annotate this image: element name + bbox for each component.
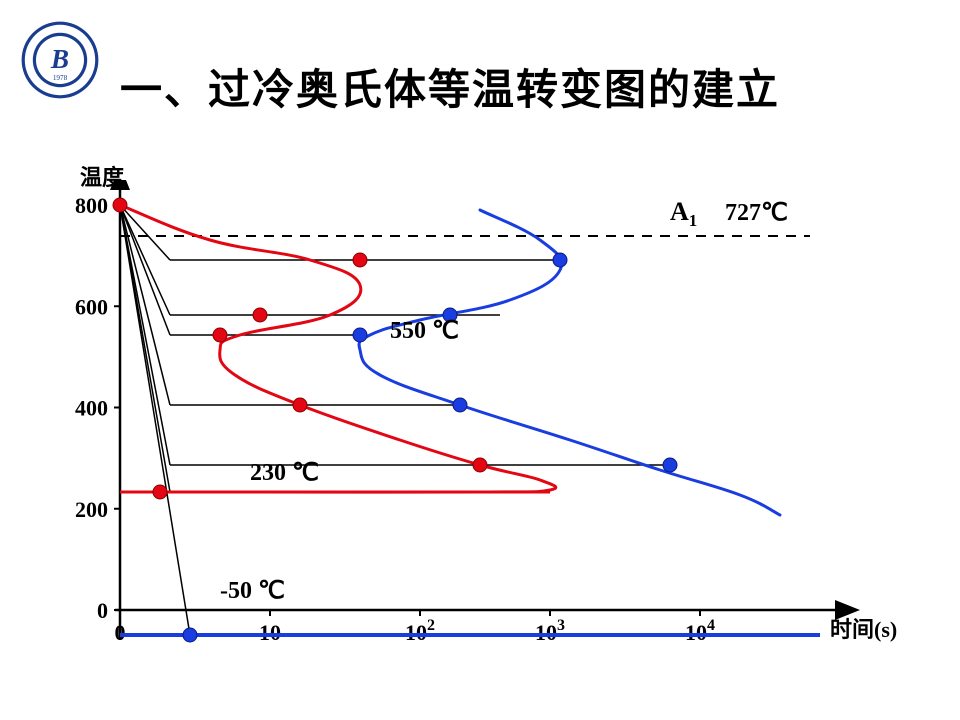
ttt-chart: 0 200 400 600 800 0 10 102 103 104 A1 727℃ 550 ℃ 230 … <box>60 180 920 680</box>
svg-text:0: 0 <box>97 598 108 623</box>
svg-text:103: 103 <box>535 617 565 645</box>
svg-text:10: 10 <box>259 620 281 645</box>
svg-text:800: 800 <box>75 193 108 218</box>
svg-text:102: 102 <box>405 617 435 645</box>
svg-text:230 ℃: 230 ℃ <box>250 460 319 486</box>
svg-text:200: 200 <box>75 497 108 522</box>
university-logo: B 1978 <box>20 20 100 100</box>
y-axis-label: 温度 <box>80 160 124 192</box>
svg-text:600: 600 <box>75 294 108 319</box>
svg-text:B: B <box>50 44 69 74</box>
page-title: 一、过冷奥氏体等温转变图的建立 <box>120 56 780 117</box>
svg-text:727℃: 727℃ <box>725 200 788 226</box>
svg-text:1978: 1978 <box>53 74 68 82</box>
svg-text:400: 400 <box>75 396 108 421</box>
x-axis-label: 时间(s) <box>830 612 897 644</box>
svg-text:104: 104 <box>685 617 715 645</box>
svg-text:0: 0 <box>115 620 126 645</box>
svg-text:-50 ℃: -50 ℃ <box>220 578 285 604</box>
svg-text:A1: A1 <box>670 197 697 230</box>
svg-text:550 ℃: 550 ℃ <box>390 318 459 344</box>
